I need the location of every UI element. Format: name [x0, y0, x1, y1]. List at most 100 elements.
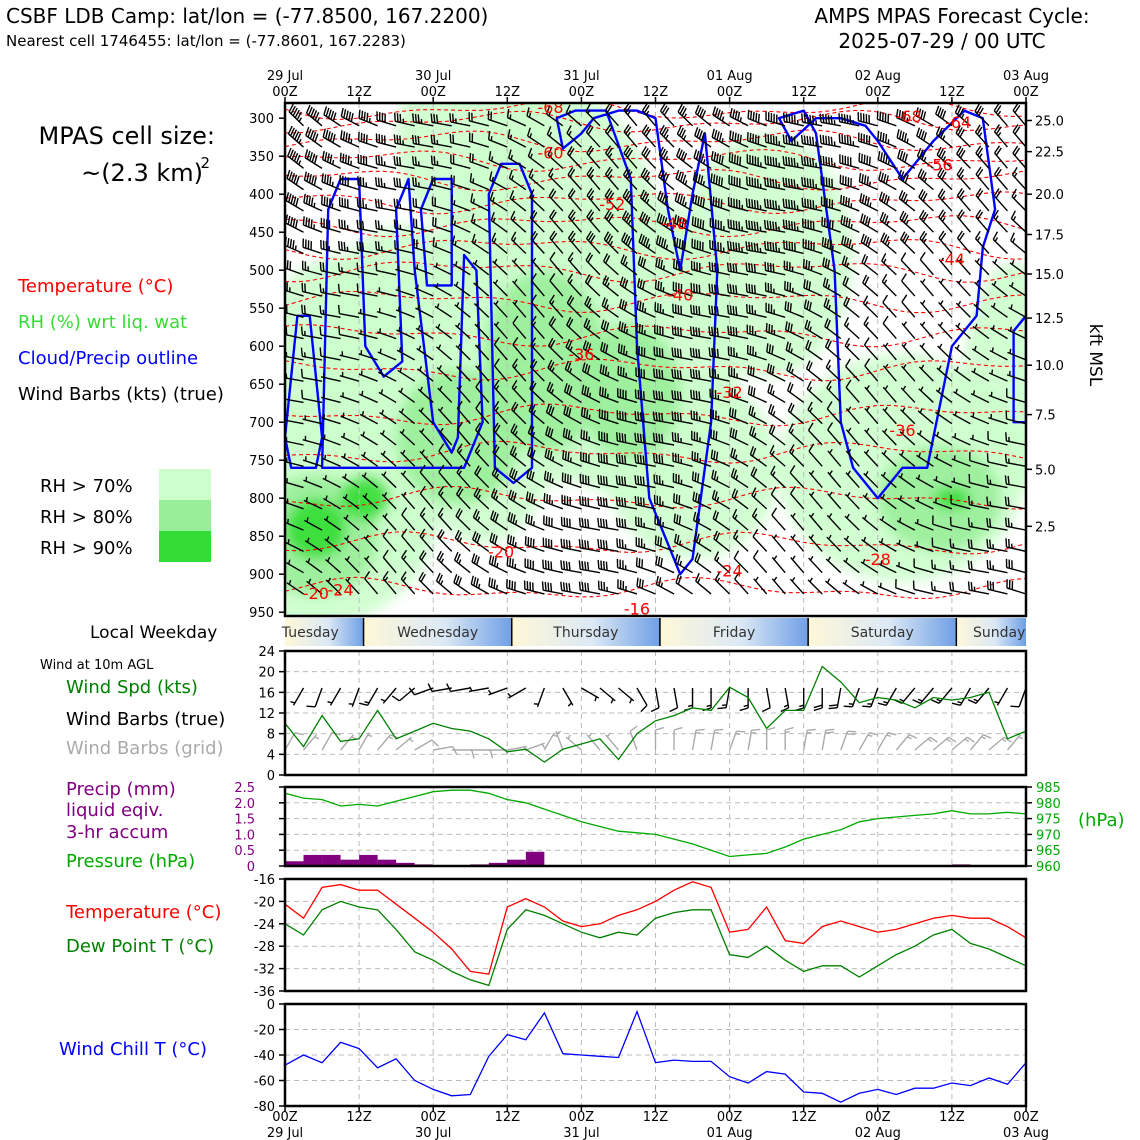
upper-barb [285, 457, 304, 467]
upper-barb [990, 325, 1008, 340]
upper-barb [693, 149, 712, 169]
surface-barb-true [581, 687, 600, 702]
pressure-series [284, 789, 1027, 858]
top-hour-label: 00Z [1013, 85, 1039, 100]
upper-barb [690, 410, 712, 425]
upper-barb [380, 450, 397, 467]
upper-barb [992, 258, 1008, 276]
upper-barb [845, 449, 860, 467]
upper-barb [615, 475, 638, 489]
upper-barb [490, 510, 508, 531]
upper-barb [986, 496, 1008, 510]
upper-barb [356, 219, 378, 233]
upper-barb [356, 262, 378, 276]
upper-barb [862, 274, 879, 297]
upper-barb [615, 453, 638, 467]
cloud-contour [487, 162, 534, 485]
isotherm-label: -52 [599, 195, 625, 214]
upper-barb [745, 219, 767, 233]
upper-barb [414, 284, 434, 297]
bottom-hour-label: 12Z [495, 1110, 521, 1125]
upper-barb [656, 212, 675, 233]
wind-tick-label: 8 [267, 728, 275, 743]
upper-barb [285, 529, 286, 531]
upper-barb [994, 145, 1009, 169]
upper-barb [783, 260, 804, 276]
upper-barb [784, 321, 805, 340]
upper-barb [474, 342, 490, 361]
upper-barb [826, 401, 842, 425]
upper-barb [988, 391, 1008, 404]
kft-tick-label: 20.0 [1035, 188, 1064, 203]
upper-barb [838, 113, 860, 127]
upper-barb [548, 188, 564, 212]
upper-barb [783, 240, 804, 255]
upper-barb [585, 103, 601, 127]
upper-barb [616, 410, 638, 425]
rh70-label: RH > 70% [40, 476, 133, 497]
upper-barb [285, 337, 286, 339]
upper-barb [602, 275, 619, 297]
upper-barb [790, 534, 805, 552]
precip-bar [507, 859, 526, 866]
upper-barb [732, 529, 749, 552]
precip-bar [525, 851, 545, 866]
upper-barb [472, 531, 490, 552]
upper-barb [301, 282, 323, 297]
wind-grid-legend: Wind Barbs (grid) [66, 738, 224, 759]
upper-barb [1011, 188, 1026, 212]
surface-barb-grid [895, 734, 918, 751]
upper-barb [285, 436, 304, 446]
upper-barb [819, 113, 841, 127]
upper-barb [285, 518, 304, 531]
weekday-name: Wednesday [397, 625, 478, 641]
upper-barb [381, 492, 397, 510]
isotherm-label: -16 [624, 599, 650, 618]
windchill-tick-label: -60 [254, 1075, 275, 1090]
surface-barb-grid [629, 725, 638, 751]
surface-barb-true [877, 687, 897, 706]
upper-barb [881, 450, 897, 467]
upper-barb [506, 534, 527, 553]
upper-barb [752, 549, 768, 574]
upper-barb [546, 126, 564, 148]
precip-tick-label: 1.0 [234, 828, 255, 843]
precip-tick-label: 2.0 [234, 797, 255, 812]
upper-barb [526, 107, 545, 127]
upper-barb [641, 124, 657, 148]
surface-barb-true [780, 687, 790, 713]
upper-barb [565, 104, 582, 127]
upper-barb [470, 213, 490, 233]
upper-barb [808, 470, 823, 489]
upper-barb [563, 405, 582, 425]
upper-barb [710, 429, 730, 446]
upper-barb [395, 265, 415, 276]
upper-barb [708, 347, 730, 361]
upper-barb [530, 230, 545, 254]
upper-barb [411, 156, 434, 170]
upper-barb [916, 147, 934, 169]
upper-barb [579, 473, 601, 489]
upper-barb [617, 365, 638, 382]
upper-barb [578, 539, 601, 553]
upper-barb [726, 304, 749, 319]
upper-barb [919, 278, 934, 297]
upper-barb [864, 385, 879, 403]
upper-barb [800, 156, 823, 170]
upper-barb [530, 294, 545, 318]
upper-barb [844, 513, 860, 531]
upper-barb [639, 189, 656, 212]
upper-barb [431, 196, 452, 212]
upper-barb [395, 286, 415, 297]
surface-barb-true [813, 688, 823, 712]
upper-barb [339, 152, 360, 170]
upper-barb [489, 532, 508, 553]
upper-barb [509, 445, 527, 467]
upper-barb [897, 149, 916, 169]
upper-barb [882, 406, 897, 425]
upper-barb [746, 344, 767, 361]
upper-barb [801, 177, 823, 191]
upper-barb [620, 254, 638, 276]
upper-barb [393, 156, 415, 170]
top-hour-label: 00Z [865, 85, 891, 100]
